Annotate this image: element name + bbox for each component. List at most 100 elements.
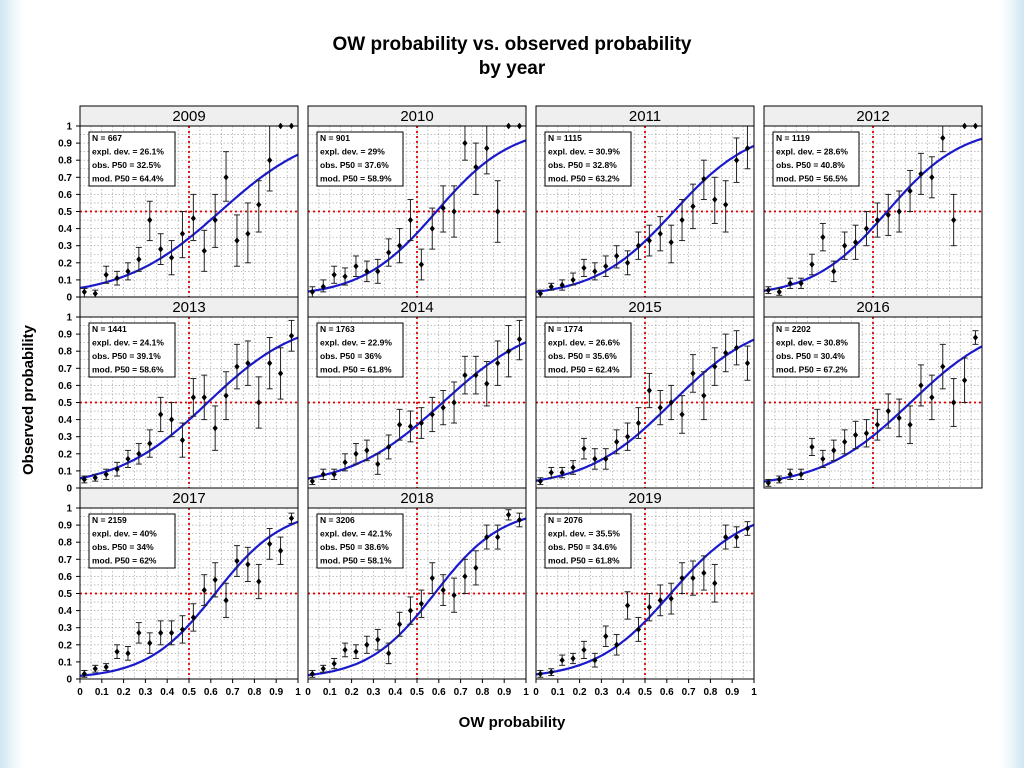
data-point (136, 450, 142, 457)
data-point (114, 648, 120, 655)
x-tick-label: 0.9 (725, 687, 739, 698)
data-point (81, 288, 87, 296)
data-point (929, 174, 935, 181)
y-tick-label: 0.8 (58, 347, 72, 358)
data-point (624, 259, 631, 266)
data-point (657, 597, 663, 604)
fit-curve-2019 (535, 523, 755, 676)
y-tick-label: 0.2 (58, 258, 72, 269)
data-point (484, 380, 490, 387)
data-point (484, 145, 490, 152)
fit-curve-2010 (307, 139, 527, 293)
data-point (581, 445, 587, 452)
data-point (635, 419, 642, 427)
data-point (114, 274, 120, 282)
strip-label-2014: 2014 (400, 299, 433, 316)
data-point (951, 399, 957, 406)
data-point (744, 359, 751, 367)
info-line: obs. P50 = 30.4% (776, 351, 845, 361)
x-tick-label: 0.9 (497, 687, 511, 698)
strip-label-2017: 2017 (172, 490, 205, 507)
strip-label-2015: 2015 (628, 299, 661, 316)
data-point (776, 476, 782, 483)
x-tick-label: 0.1 (95, 687, 109, 698)
data-point (885, 211, 891, 219)
info-line: expl. dev. = 40% (92, 529, 157, 539)
data-point (505, 348, 512, 355)
data-point (103, 271, 109, 278)
data-point (559, 281, 565, 289)
info-line: N = 1763 (320, 324, 355, 334)
info-box-2018 (316, 513, 404, 569)
x-tick-label: 0.2 (573, 687, 587, 698)
data-point (603, 633, 609, 640)
y-tick-label: 0.4 (58, 606, 72, 617)
x-tick-label: 0.9 (269, 687, 283, 698)
data-point (961, 377, 968, 384)
info-line: obs. P50 = 35.6% (548, 351, 617, 361)
data-point (537, 290, 543, 297)
data-point (429, 574, 435, 582)
data-point (668, 595, 674, 602)
data-point (592, 268, 598, 275)
data-point (787, 471, 793, 478)
info-line: N = 901 (320, 133, 350, 143)
data-point (234, 557, 240, 565)
x-tick-label: 0.2 (345, 687, 359, 698)
chart-title-line-2: by year (479, 58, 546, 79)
data-point (440, 586, 446, 594)
data-point (505, 511, 512, 519)
data-point (701, 569, 707, 577)
y-tick-label: 0.1 (58, 275, 72, 286)
data-point (603, 263, 609, 270)
x-tick-label: 0.6 (432, 687, 446, 698)
info-box-2013 (88, 322, 176, 378)
data-point (548, 283, 554, 290)
data-point (744, 145, 751, 152)
data-point (375, 268, 381, 275)
data-point (256, 578, 262, 585)
x-tick-label: 0 (533, 687, 539, 698)
data-point (267, 540, 273, 548)
x-axis-title: OW probability (459, 714, 566, 731)
data-point (462, 573, 468, 580)
data-point (396, 421, 403, 428)
data-point (635, 242, 642, 249)
data-point (537, 477, 543, 485)
data-point (364, 268, 370, 275)
data-point (559, 656, 565, 664)
y-axis-title: Observed probability (20, 324, 37, 475)
data-point (592, 656, 598, 664)
data-point (212, 424, 218, 432)
info-line: mod. P50 = 63.2% (548, 174, 620, 184)
data-point (277, 547, 284, 554)
data-point (635, 626, 642, 633)
data-point (386, 650, 392, 657)
data-point (603, 455, 609, 463)
info-line: obs. P50 = 34% (92, 542, 154, 552)
data-point (190, 614, 196, 621)
data-point (364, 447, 370, 454)
panel-2017: 2017 N = 2159 expl. dev. = 40% obs. P50 = 3… (58, 487, 299, 686)
data-point (744, 525, 751, 532)
data-point (679, 411, 685, 418)
x-tick-label: 0.5 (410, 687, 424, 698)
data-point (375, 460, 381, 468)
x-tick-label: 0.7 (682, 687, 696, 698)
data-point (179, 230, 186, 237)
y-tick-label: 0.9 (58, 521, 72, 532)
data-point (701, 392, 707, 399)
fit-curve-2014 (307, 341, 527, 480)
data-point (896, 414, 902, 422)
panel-2013: 2013 N = 1441 expl. dev. = 24.1% obs. P50 =… (58, 296, 299, 495)
data-point (657, 404, 663, 411)
info-line: mod. P50 = 58.9% (320, 174, 392, 184)
data-point (190, 215, 196, 222)
data-point (548, 469, 554, 476)
data-point (320, 471, 326, 478)
data-point (690, 370, 696, 377)
data-point (592, 455, 598, 463)
data-point (863, 225, 870, 232)
panel-2016: 2016 N = 2202 expl. dev. = 30.8% obs. P50 =… (763, 296, 983, 489)
strip-label-2011: 2011 (629, 108, 661, 125)
